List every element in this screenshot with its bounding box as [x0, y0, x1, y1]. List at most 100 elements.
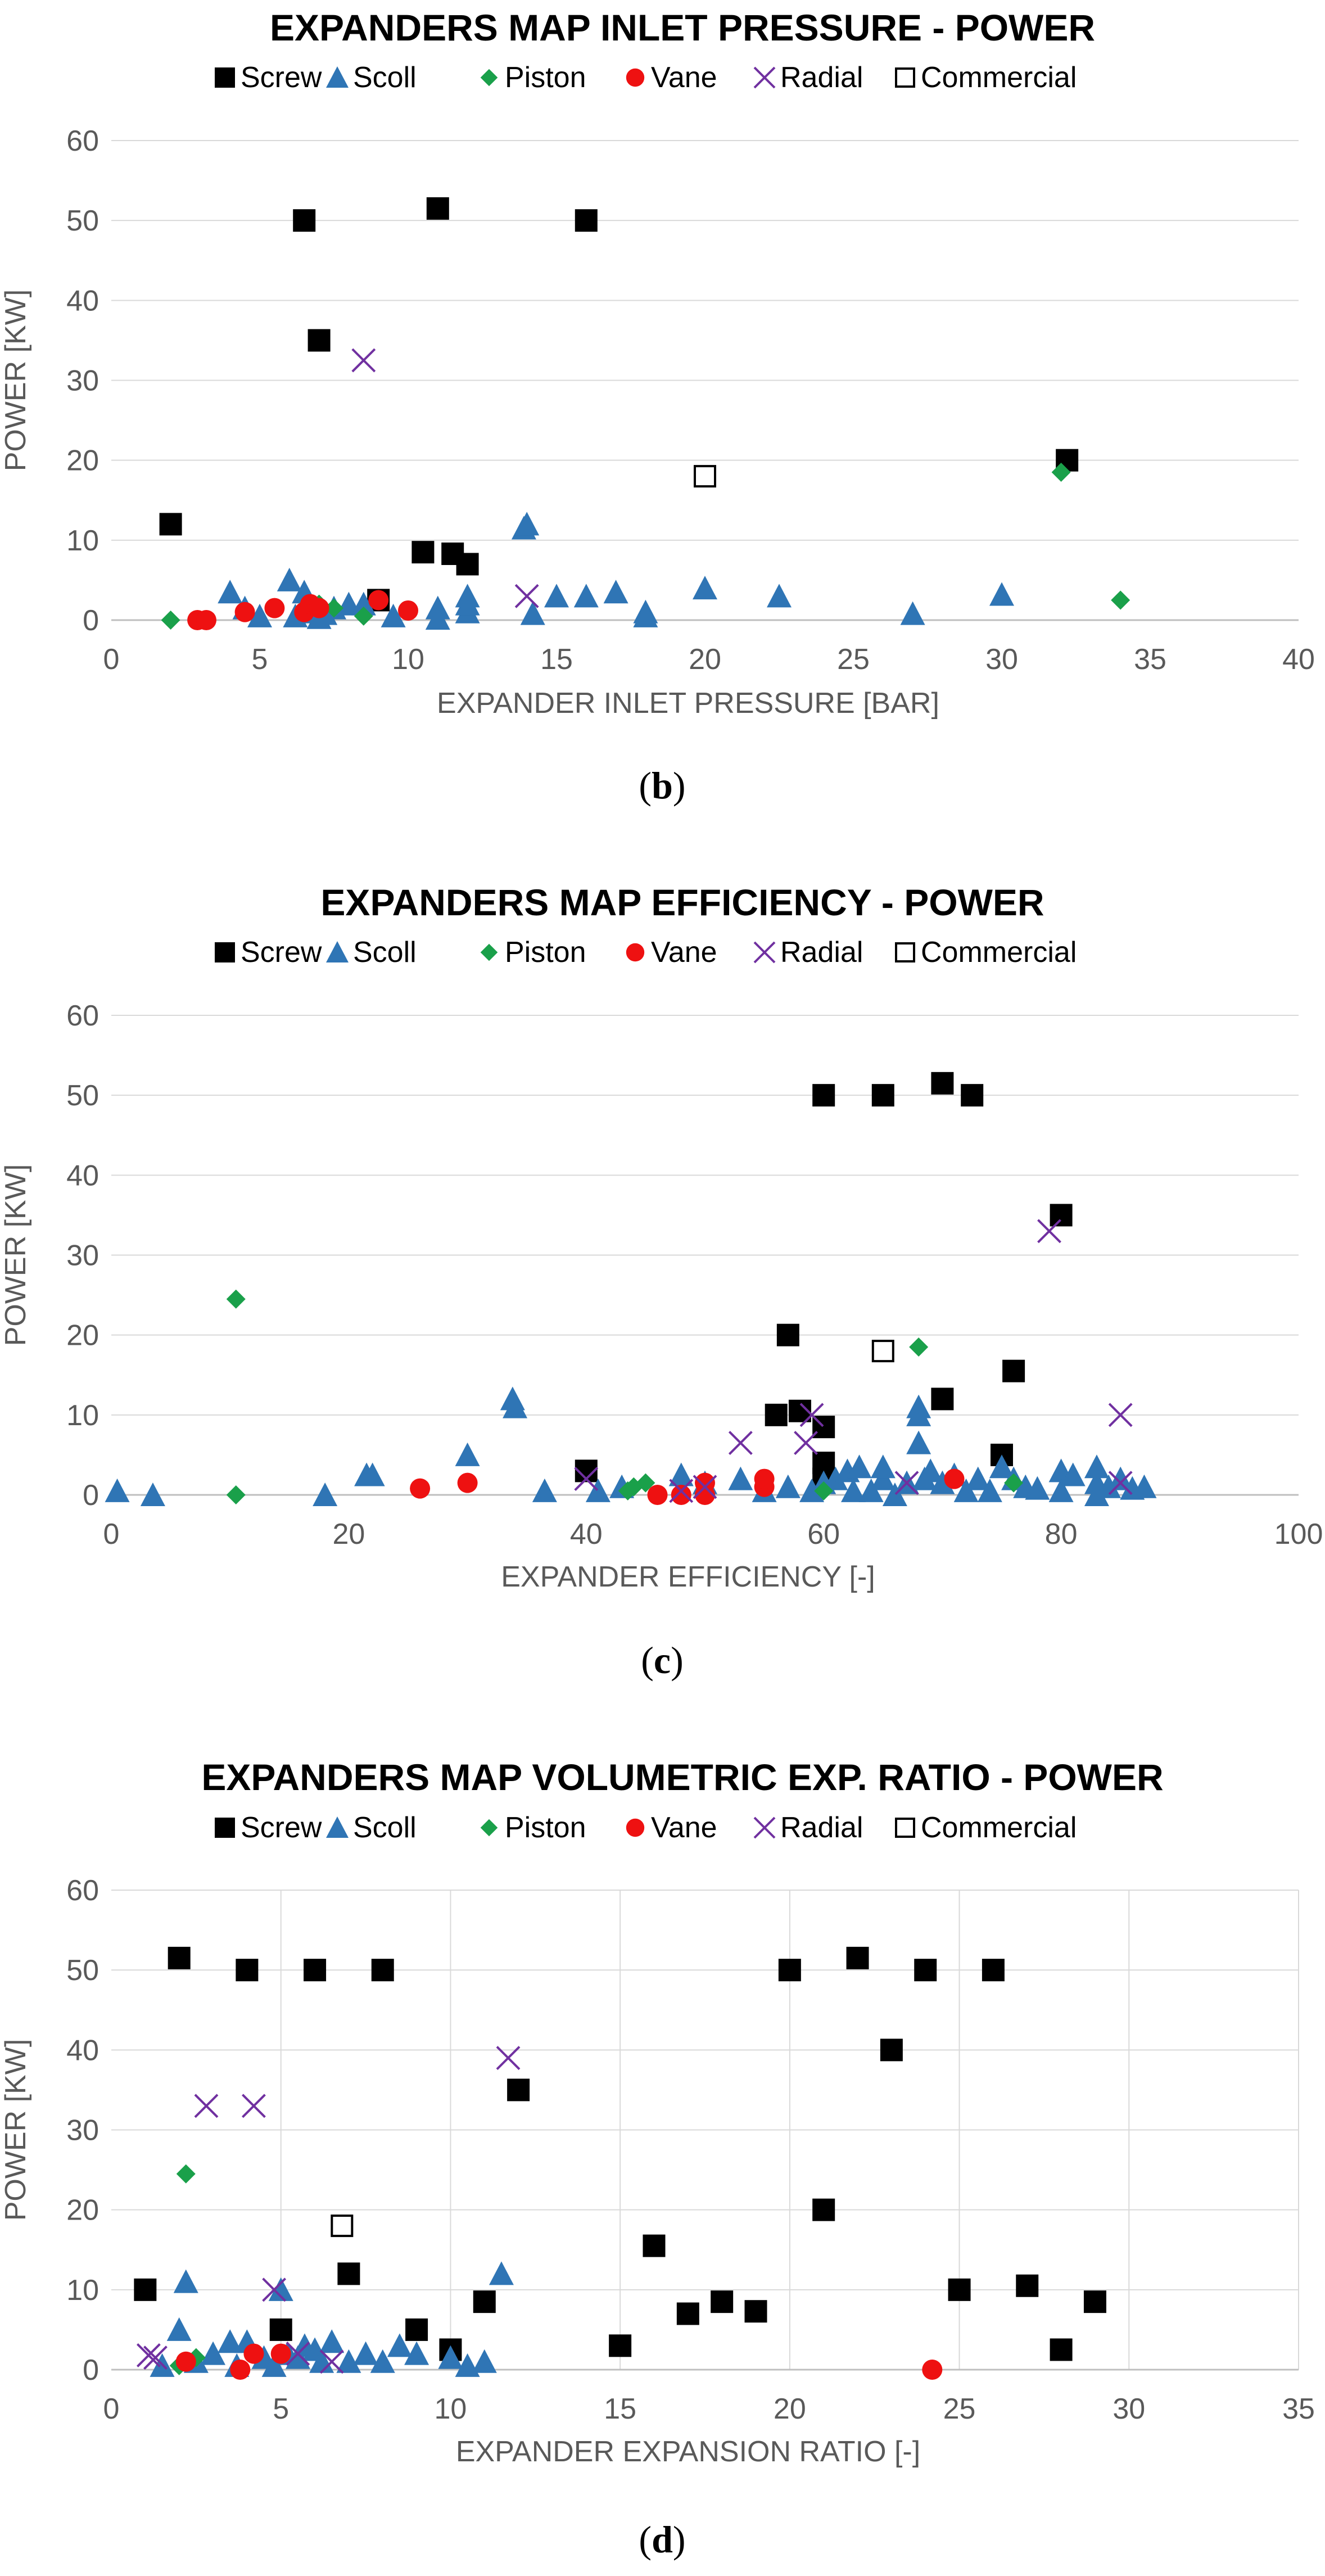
legend-label: Radial	[780, 936, 863, 969]
data-point-screw	[405, 2318, 428, 2341]
data-point-screw	[575, 209, 598, 232]
data-point-scoll	[140, 1483, 165, 1506]
data-point-screw	[269, 2318, 292, 2341]
y-tick-label: 50	[66, 1954, 99, 1987]
x-tick-label: 15	[604, 2393, 636, 2425]
data-point-scoll	[173, 2269, 198, 2293]
data-point-vane	[922, 2360, 943, 2380]
series-screw	[134, 1946, 1106, 2361]
data-point-scoll	[544, 584, 569, 608]
legend-marker-screw	[215, 942, 235, 962]
data-point-scoll	[247, 603, 272, 627]
data-point-commercial	[331, 2215, 354, 2238]
legend-label: Scoll	[353, 936, 417, 969]
chart-expanders-map-efficiency-power: EXPANDERS MAP EFFICIENCY - POWER Screw Sco…	[0, 882, 1323, 1682]
x-tick-label: 0	[103, 643, 120, 676]
series-vane	[187, 590, 418, 630]
panel-open-paren: (	[639, 764, 652, 807]
data-point-screw	[236, 1959, 259, 1982]
legend-item-commercial: Commercial	[895, 1811, 1077, 1844]
y-tick-label: 0	[83, 2354, 99, 2387]
data-point-commercial	[871, 1340, 894, 1363]
legend-label: Commercial	[921, 1811, 1077, 1844]
series-scoll	[150, 2261, 514, 2377]
data-point-vane	[243, 2343, 264, 2364]
legend-item-piston: Piston	[480, 1811, 586, 1844]
data-point-radial	[286, 2342, 310, 2366]
x-tick-label: 5	[273, 2393, 289, 2425]
data-point-radial	[319, 2349, 344, 2374]
x-axis-label: EXPANDER INLET PRESSURE [BAR]	[437, 687, 939, 720]
panel-open-paren: (	[639, 2518, 652, 2561]
data-point-scoll	[900, 601, 925, 625]
panel-open-paren: (	[641, 1639, 654, 1682]
panel-letter: d	[652, 2518, 673, 2561]
y-tick-label: 30	[66, 2114, 99, 2147]
x-tick-label: 0	[103, 2393, 120, 2425]
x-tick-label: 80	[1045, 1518, 1078, 1551]
series-commercial	[331, 2215, 354, 2238]
data-point-scoll	[472, 2349, 497, 2373]
data-point-piston	[909, 1337, 929, 1357]
data-point-scoll	[918, 1458, 943, 1483]
data-point-scoll	[455, 1442, 480, 1466]
data-point-vane	[695, 1472, 715, 1493]
panel-label: (c)	[641, 1639, 684, 1682]
data-point-scoll	[977, 1478, 1002, 1502]
y-axis-label: POWER [KW]	[0, 1164, 32, 1346]
data-point-scoll	[514, 512, 540, 536]
legend-marker-radial	[753, 941, 776, 964]
data-point-scoll	[285, 2345, 310, 2369]
y-tick-label: 50	[66, 1079, 99, 1112]
data-point-screw	[473, 2290, 496, 2313]
x-tick-label: 30	[985, 643, 1018, 676]
legend-label: Screw	[241, 1811, 322, 1844]
data-point-scoll	[728, 1466, 753, 1490]
legend-marker-vane	[626, 1818, 645, 1837]
legend-label: Piston	[505, 1811, 586, 1844]
data-point-scoll	[404, 2341, 429, 2365]
data-point-vane	[230, 2360, 251, 2380]
data-point-scoll	[585, 1478, 611, 1502]
data-point-radial	[351, 348, 376, 373]
data-point-scoll	[1132, 1474, 1157, 1498]
x-tick-label: 40	[1282, 643, 1315, 676]
legend-label: Screw	[241, 936, 322, 969]
data-point-radial	[693, 1475, 717, 1499]
data-point-scoll	[870, 1454, 896, 1479]
data-point-scoll	[693, 576, 717, 600]
data-point-radial	[496, 2046, 521, 2070]
data-point-scoll	[166, 2317, 192, 2341]
y-tick-label: 40	[66, 1159, 99, 1192]
data-point-scoll	[387, 2333, 412, 2357]
x-tick-label: 25	[943, 2393, 976, 2425]
series-radial	[574, 1219, 1133, 1503]
legend-marker-radial	[753, 66, 776, 89]
x-tick-label: 60	[807, 1518, 840, 1551]
legend-marker-piston	[480, 1819, 498, 1837]
data-point-vane	[175, 2351, 196, 2372]
legend-marker-scoll	[326, 941, 349, 962]
data-point-scoll	[573, 584, 599, 608]
data-point-scoll	[1084, 1454, 1109, 1479]
legend-marker-commercial	[895, 1818, 915, 1838]
x-tick-label: 20	[774, 2393, 806, 2425]
data-point-radial	[143, 2345, 168, 2370]
data-point-scoll	[381, 603, 406, 627]
legend-marker-vane	[626, 943, 645, 962]
data-point-screw	[643, 2234, 666, 2257]
x-tick-label: 5	[252, 643, 268, 676]
data-point-scoll	[353, 2341, 378, 2365]
data-point-piston	[226, 1289, 246, 1309]
x-tick-label: 30	[1113, 2393, 1145, 2425]
x-axis-label: EXPANDER EFFICIENCY [-]	[501, 1561, 875, 1593]
data-point-scoll	[1048, 1478, 1074, 1502]
data-point-scoll	[268, 2277, 293, 2301]
data-point-vane	[944, 1468, 965, 1489]
data-point-scoll	[261, 2353, 287, 2377]
legend-label: Scoll	[353, 1811, 417, 1844]
legend-marker-screw	[215, 1818, 235, 1838]
data-point-scoll	[520, 601, 545, 625]
data-point-screw	[765, 1403, 788, 1426]
